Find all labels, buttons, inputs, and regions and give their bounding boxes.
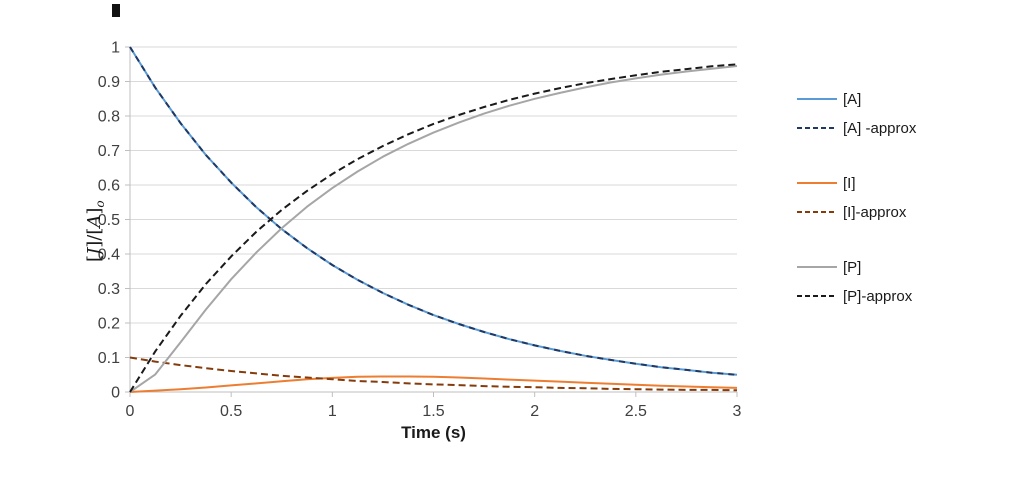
x-tick-label: 2.5 bbox=[625, 403, 647, 420]
legend-label-a: [A] bbox=[843, 90, 862, 108]
x-axis-label: Time (s) bbox=[401, 423, 466, 442]
y-tick-label: 0.2 bbox=[98, 316, 120, 333]
chart-canvas: 0 0.1 0.2 0.3 0.4 0.5 0.6 0.7 0.8 0.9 1 0 0.5 1 1.5 2 2.… bbox=[98, 40, 742, 421]
series-line-i bbox=[129, 375, 738, 393]
series-line-p-approx bbox=[129, 63, 738, 393]
y-axis-label-var-j: J bbox=[84, 247, 105, 255]
x-tick-label: 3 bbox=[733, 403, 742, 420]
series-line-a bbox=[129, 46, 738, 376]
y-tick-label: 0.7 bbox=[98, 143, 120, 160]
legend-item-a: [A] bbox=[797, 88, 916, 110]
y-tick-label: 0.9 bbox=[98, 74, 120, 91]
legend-line-i-approx bbox=[797, 211, 837, 213]
chart-legend: [A] [A] -approx [I] [I]-approx bbox=[797, 88, 916, 340]
y-tick-label: 0.3 bbox=[98, 281, 120, 298]
legend-label-i-approx: [I]-approx bbox=[843, 203, 907, 221]
legend-label-p-approx: [P]-approx bbox=[843, 287, 913, 305]
series-line-p bbox=[129, 65, 738, 393]
legend-group-i: [I] [I]-approx bbox=[797, 172, 916, 230]
y-tick-label: 0 bbox=[111, 385, 120, 402]
x-tick-label: 0.5 bbox=[220, 403, 242, 420]
y-axis-label-var-a: A bbox=[84, 214, 105, 228]
legend-label-p: [P] bbox=[843, 258, 862, 276]
y-tick-label: 0.1 bbox=[98, 350, 120, 367]
legend-line-a-approx bbox=[797, 127, 837, 129]
x-tick-label: 2 bbox=[530, 403, 539, 420]
series-line-a-approx bbox=[129, 46, 738, 376]
legend-group-a: [A] [A] -approx bbox=[797, 88, 916, 146]
y-tick-label: 0.6 bbox=[98, 178, 120, 195]
series-line-i-approx bbox=[129, 356, 738, 392]
legend-line-i bbox=[797, 182, 837, 184]
y-axis-label-part: ] bbox=[84, 207, 105, 215]
legend-item-p: [P] bbox=[797, 256, 916, 278]
legend-line-p bbox=[797, 266, 837, 268]
legend-item-i-approx: [I]-approx bbox=[797, 201, 916, 223]
x-tick-label: 1 bbox=[328, 403, 337, 420]
y-axis-label-subscript: o bbox=[93, 200, 107, 208]
y-tick-label: 0.8 bbox=[98, 109, 120, 126]
y-tick-label: 0.4 bbox=[98, 247, 120, 264]
y-axis-label-part: ]/[ bbox=[84, 227, 105, 248]
y-tick-label: 0.5 bbox=[98, 212, 120, 229]
legend-item-a-approx: [A] -approx bbox=[797, 117, 916, 139]
x-tick-label: 0 bbox=[126, 403, 135, 420]
y-tick-label: 1 bbox=[111, 40, 120, 57]
stray-mark bbox=[112, 4, 120, 17]
legend-line-p-approx bbox=[797, 295, 837, 297]
y-axis-label: [J]/[A]o bbox=[84, 200, 107, 262]
legend-line-a bbox=[797, 98, 837, 100]
legend-item-p-approx: [P]-approx bbox=[797, 285, 916, 307]
y-axis-label-part: [ bbox=[84, 254, 105, 262]
legend-label-i: [I] bbox=[843, 174, 856, 192]
legend-item-i: [I] bbox=[797, 172, 916, 194]
legend-label-a-approx: [A] -approx bbox=[843, 119, 917, 137]
x-tick-label: 1.5 bbox=[422, 403, 444, 420]
legend-group-p: [P] [P]-approx bbox=[797, 256, 916, 314]
